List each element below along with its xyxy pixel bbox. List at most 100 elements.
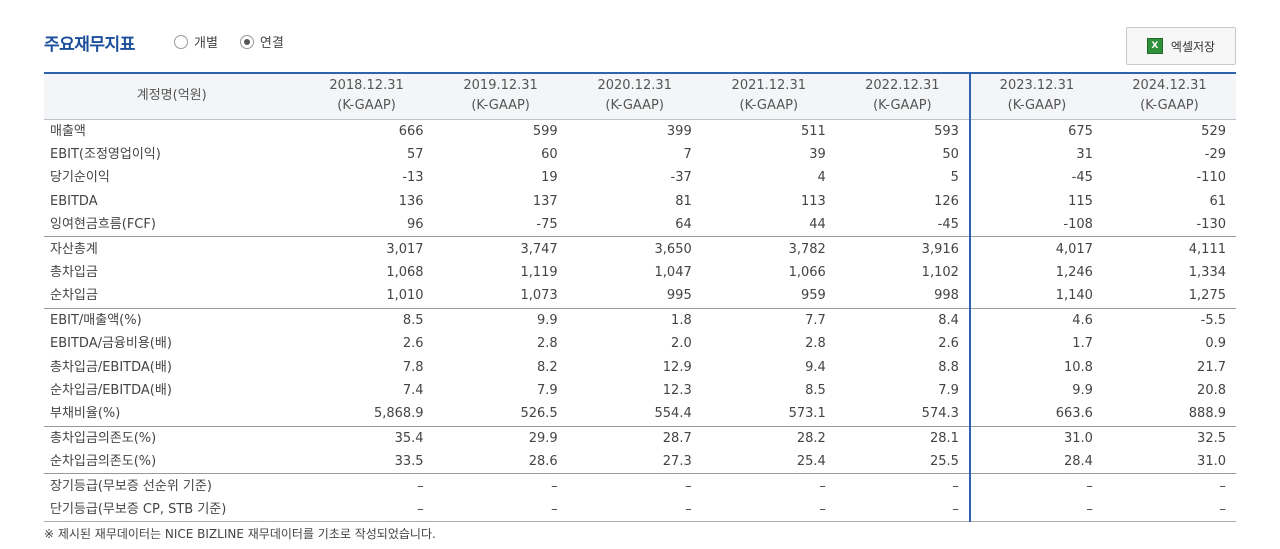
table-cell: – (701, 473, 836, 498)
column-header: 2020.12.31 (K-GAAP) (567, 72, 702, 120)
row-label: 매출액 (50, 123, 86, 139)
column-header: 2021.12.31 (K-GAAP) (701, 72, 836, 120)
table-cell: 60 (541, 147, 558, 163)
radio-individual[interactable]: 개별 (174, 32, 218, 51)
table-cell: 675 (1068, 123, 1093, 139)
excel-save-label: 엑셀저장 (1170, 39, 1216, 54)
table-row: EBIT/매출액(%) 8.5 9.9 1.8 7.7 8.4 4.6 -5.5 (44, 307, 1236, 333)
column-header: 2024.12.31 (K-GAAP) (1102, 72, 1236, 120)
table-cell: 7 (683, 147, 692, 163)
excel-save-button[interactable]: X 엑셀저장 (1126, 27, 1236, 65)
table-cell: – (1102, 473, 1236, 498)
radio-circle-unchecked-icon[interactable] (174, 34, 188, 49)
table-cell: 12.9 (662, 359, 692, 375)
table-cell: 39 (809, 147, 826, 163)
table-cell: 27.3 (662, 454, 692, 470)
row-label: 단기등급(무보증 CP, STB 기준) (44, 497, 300, 523)
column-basis: (K-GAAP) (1140, 98, 1199, 114)
table-cell: 998 (835, 284, 971, 309)
table-cell: 113 (800, 193, 826, 209)
column-header: 2023.12.31 (K-GAAP) (969, 72, 1103, 120)
column-date: 2020.12.31 (597, 78, 672, 94)
radio-consolidated[interactable]: 연결 (239, 32, 284, 51)
table-cell: 9.9 (433, 307, 568, 333)
table-cell: 8.4 (835, 307, 971, 333)
table-cell: 7.9 (835, 378, 971, 403)
table-cell: 7.7 (701, 307, 836, 333)
table-cell: 574.3 (835, 402, 971, 427)
table-cell: 136 (398, 193, 424, 209)
table-row: 순차입금/EBITDA(배) 7.4 7.9 12.3 8.5 7.9 9.9 20.8 (44, 378, 1236, 403)
row-label: 잉여현금흐름(FCF) (50, 217, 156, 233)
table-cell: 4.6 (969, 307, 1103, 333)
table-cell: 0.9 (1205, 336, 1226, 352)
column-date: 2023.12.31 (999, 78, 1075, 94)
table-cell: 35.4 (299, 425, 434, 450)
row-label: 자산총계 (44, 236, 300, 261)
table-cell: 137 (532, 193, 558, 209)
table-cell: 25.4 (796, 454, 826, 470)
table-cell: 31 (1076, 147, 1093, 163)
row-label: EBITDA/금융비용(배) (50, 336, 172, 352)
table-cell: -5.5 (1102, 307, 1236, 333)
table-row: 당기순이익 -13 19 -37 4 5 -45 -110 (44, 166, 1236, 190)
row-label: EBIT(조정영업이익) (50, 147, 161, 163)
table-cell: 9.9 (1072, 382, 1093, 398)
radio-consolidated-label: 연결 (259, 36, 284, 51)
table-cell: 28.2 (701, 425, 836, 450)
row-label: 장기등급(무보증 선순위 기준) (44, 473, 300, 498)
row-label: 총차입금의존도(%) (44, 425, 300, 450)
table-cell: 526.5 (520, 406, 558, 422)
table-cell: 3,916 (835, 236, 971, 261)
table-cell: 7.4 (402, 382, 424, 398)
table-cell: 4,111 (1102, 236, 1236, 261)
column-basis: (K-GAAP) (739, 98, 799, 114)
row-label: 총차입금 (50, 265, 98, 281)
column-basis: (K-GAAP) (873, 98, 932, 114)
table-cell: 5 (835, 166, 971, 190)
table-cell: 28.1 (835, 425, 971, 450)
table-cell: – (835, 473, 971, 498)
table-cell: 399 (666, 123, 692, 139)
table-cell: -37 (670, 170, 692, 186)
table-cell: -29 (1204, 147, 1226, 163)
table-cell: 7.9 (536, 382, 558, 398)
table-cell: 995 (666, 288, 692, 304)
table-row: 자산총계 3,017 3,747 3,650 3,782 3,916 4,017 4,111 (44, 236, 1236, 261)
row-label: 총차입금/EBITDA(배) (50, 359, 172, 375)
table-cell: 1.8 (567, 307, 702, 333)
table-cell: 12.3 (662, 382, 692, 398)
table-cell: 2.8 (536, 336, 558, 352)
table-cell: 1.7 (1072, 336, 1093, 352)
table-cell: 888.9 (1188, 406, 1226, 422)
table-row: 매출액 666 599 399 511 593 675 529 (44, 119, 1236, 143)
table-cell: 666 (398, 123, 424, 139)
table-cell: 61 (1209, 193, 1226, 209)
footnote: ※ 제시된 재무데이터는 NICE BIZLINE 재무데이터를 기초로 작성되… (44, 527, 436, 541)
radio-circle-checked-icon[interactable] (239, 34, 254, 49)
row-label: 순차입금 (50, 288, 98, 304)
table-cell: 1,102 (835, 260, 971, 285)
report-type-radio-group: 개별 연결 (174, 32, 306, 51)
table-cell: 28.6 (528, 454, 558, 470)
table-row: 순차입금의존도(%) 33.5 28.6 27.3 25.4 25.5 28.4 31.0 (44, 449, 1236, 474)
table-cell: 663.6 (1055, 406, 1093, 422)
table-row: EBIT(조정영업이익) 57 60 7 39 50 31 -29 (44, 142, 1236, 167)
row-label: EBITDA (50, 193, 98, 209)
table-cell: 28.7 (567, 425, 702, 450)
column-date: 2024.12.31 (1132, 78, 1207, 94)
table-row: EBITDA/금융비용(배) 2.6 2.8 2.0 2.8 2.6 1.7 0.9 (44, 332, 1236, 356)
row-label: 순차입금의존도(%) (50, 454, 157, 470)
table-cell: 32.5 (1102, 425, 1236, 450)
table-row: EBITDA 136 137 81 113 126 115 61 (44, 189, 1236, 214)
table-cell: 44 (809, 217, 826, 233)
table-row: 장기등급(무보증 선순위 기준) – – – – – – – (44, 473, 1236, 498)
table-row: 순차입금 1,010 1,073 995 959 998 1,140 1,275 (44, 284, 1236, 309)
table-cell: 50 (835, 142, 971, 167)
section-title: 주요재무지표 (44, 35, 135, 55)
table-cell: 4,017 (969, 236, 1103, 261)
table-cell: – (969, 497, 1103, 523)
table-cell: 10.8 (1063, 359, 1093, 375)
column-basis: (K-GAAP) (1007, 98, 1067, 114)
table-cell: -75 (536, 217, 558, 233)
